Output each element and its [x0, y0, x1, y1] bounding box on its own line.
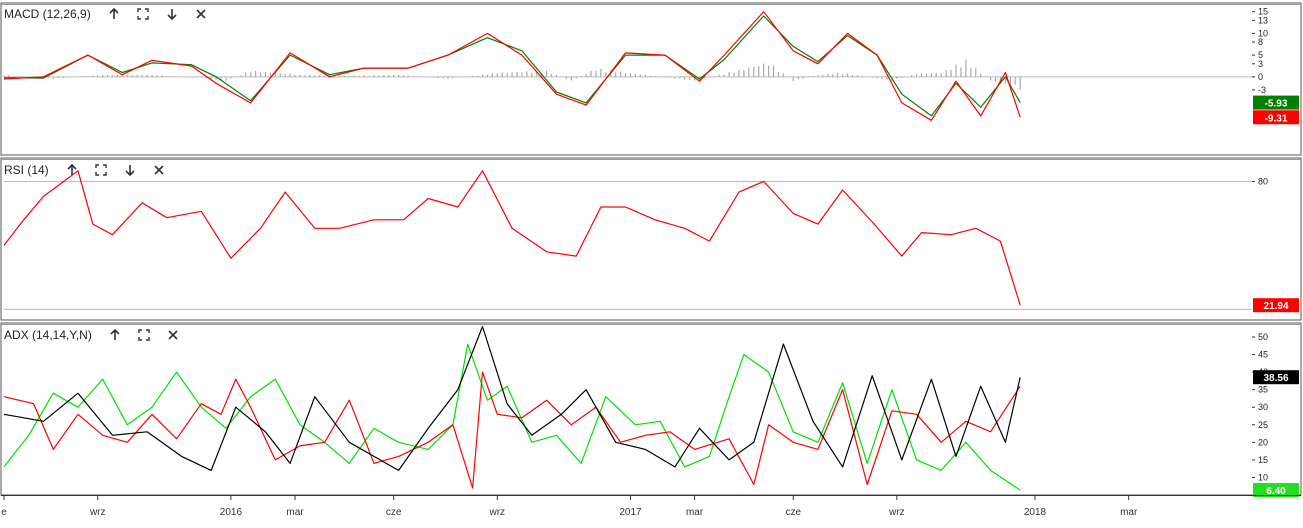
adx-minus-di-line — [3, 343, 1021, 491]
macd-y-tick-label-7: -3 — [1258, 85, 1266, 95]
adx-y-tick-label-8: 10 — [1258, 472, 1268, 482]
macd-arrow-down-icon[interactable] — [161, 4, 183, 24]
x-tick-label-9: wrz — [888, 507, 905, 518]
adx-y-tick-label-3: 35 — [1258, 385, 1268, 395]
x-tick-label-8: cze — [785, 507, 801, 518]
rsi-close-icon[interactable] — [148, 160, 170, 180]
adx-y-tick-label-6: 20 — [1258, 437, 1268, 447]
x-tick-label-3: mar — [286, 507, 304, 518]
rsi-arrow-down-icon[interactable] — [119, 160, 141, 180]
adx-value-badge-text-1: 6.40 — [1266, 486, 1286, 497]
macd-value-badge-text-0: -5.93 — [1265, 99, 1288, 110]
macd-y-tick-label-1: 13 — [1258, 15, 1268, 25]
rsi-value-badge-0 — [1253, 298, 1299, 313]
adx-line — [3, 325, 1021, 471]
rsi-value-badge-text-0: 21.94 — [1263, 301, 1288, 312]
adx-toolbar: ADX (14,14,Y,N) — [4, 325, 191, 345]
macd-signal-line — [3, 15, 1021, 117]
x-tick-label-6: 2017 — [619, 507, 642, 518]
macd-y-tick-label-3: 8 — [1258, 37, 1263, 47]
adx-y-tick-label-0: 50 — [1258, 332, 1268, 342]
rsi-toolbar: RSI (14) — [4, 160, 177, 180]
x-tick-label-11: mar — [1120, 507, 1138, 518]
adx-pane-frame — [0, 322, 1302, 496]
rsi-pane-frame — [0, 157, 1302, 321]
adx-title: ADX (14,14,Y,N) — [4, 328, 92, 342]
macd-expand-icon[interactable] — [132, 4, 154, 24]
macd-toolbar: MACD (12,26,9) — [4, 4, 219, 24]
macd-y-tick-label-2: 10 — [1258, 28, 1268, 38]
x-tick-label-10: 2018 — [1024, 507, 1047, 518]
rsi-y-tick-label-0: 80 — [1258, 176, 1268, 186]
macd-y-tick-label-0: 15 — [1258, 7, 1268, 17]
adx-value-badge-text-0: 38.56 — [1263, 373, 1288, 384]
adx-y-tick-label-7: 15 — [1258, 455, 1268, 465]
macd-value-badge-1 — [1253, 110, 1299, 125]
x-tick-label-7: mar — [686, 507, 704, 518]
macd-title: MACD (12,26,9) — [4, 7, 91, 21]
adx-y-tick-label-5: 25 — [1258, 420, 1268, 430]
adx-y-tick-label-1: 45 — [1258, 350, 1268, 360]
adx-value-badge-1 — [1253, 483, 1299, 498]
rsi-title: RSI (14) — [4, 163, 49, 177]
macd-y-tick-label-6: 0 — [1258, 72, 1263, 82]
adx-arrow-up-icon[interactable] — [104, 325, 126, 345]
adx-close-icon[interactable] — [162, 325, 184, 345]
macd-line — [3, 11, 1021, 121]
rsi-expand-icon[interactable] — [90, 160, 112, 180]
adx-plus-di-line — [3, 371, 1021, 489]
macd-y-tick-label-4: 5 — [1258, 50, 1263, 60]
macd-pane-frame — [0, 2, 1302, 156]
x-tick-label-5: wrz — [488, 507, 505, 518]
macd-y-tick-label-5: 3 — [1258, 59, 1263, 69]
macd-arrow-up-icon[interactable] — [103, 4, 125, 24]
adx-y-tick-label-4: 30 — [1258, 402, 1268, 412]
macd-value-badge-0 — [1253, 95, 1299, 110]
macd-close-icon[interactable] — [190, 4, 212, 24]
rsi-arrow-up-icon[interactable] — [61, 160, 83, 180]
x-tick-label-2: 2016 — [220, 507, 243, 518]
rsi-line — [3, 170, 1021, 306]
x-tick-label-1: wrz — [89, 507, 106, 518]
x-tick-label-0: e — [1, 507, 7, 518]
adx-expand-icon[interactable] — [133, 325, 155, 345]
macd-value-badge-text-1: -9.31 — [1265, 113, 1288, 124]
x-tick-label-4: cze — [386, 507, 402, 518]
adx-value-badge-0 — [1253, 370, 1299, 385]
